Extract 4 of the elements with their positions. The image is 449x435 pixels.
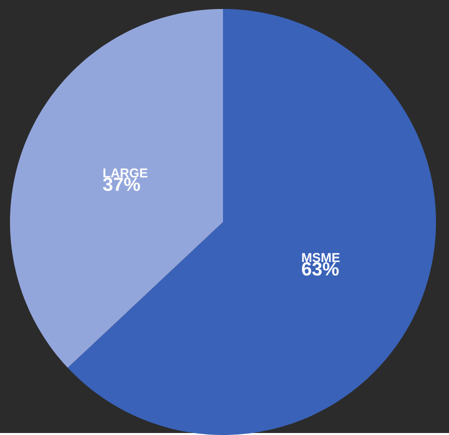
data-label: 37%	[103, 178, 140, 191]
data-label: 63%	[302, 262, 339, 276]
slice-label: LARGE	[103, 168, 148, 178]
slice-label: MSME	[302, 252, 340, 262]
